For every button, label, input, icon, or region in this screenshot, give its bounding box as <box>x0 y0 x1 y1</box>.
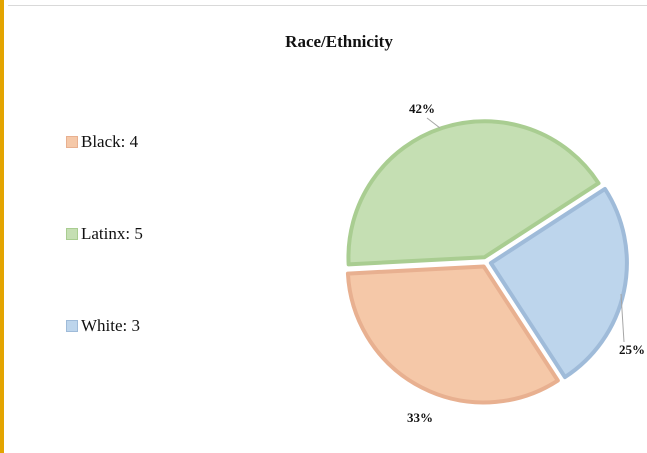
legend-swatch-white <box>66 320 78 332</box>
pie-slice-black <box>345 264 560 405</box>
data-label-latinx: 42% <box>409 101 435 116</box>
legend-item-white: White: 3 <box>66 316 140 336</box>
leader-line-white <box>620 293 625 343</box>
data-label-white: 25% <box>619 342 645 357</box>
legend-item-latinx: Latinx: 5 <box>66 224 143 244</box>
legend-swatch-black <box>66 136 78 148</box>
divider <box>8 5 647 6</box>
leader-line-latinx <box>426 117 441 129</box>
legend-swatch-latinx <box>66 228 78 240</box>
legend-item-black: Black: 4 <box>66 132 138 152</box>
data-label-black: 33% <box>407 410 433 425</box>
legend-label-latinx: Latinx: 5 <box>81 224 143 243</box>
pie-slice-latinx <box>346 119 601 267</box>
pie-chart: 33% 42% 25% <box>345 101 645 425</box>
legend-label-white: White: 3 <box>81 316 141 335</box>
chart-title: Race/Ethnicity <box>285 32 393 51</box>
pie-slice-white <box>488 186 629 380</box>
legend-label-black: Black: 4 <box>81 132 139 151</box>
